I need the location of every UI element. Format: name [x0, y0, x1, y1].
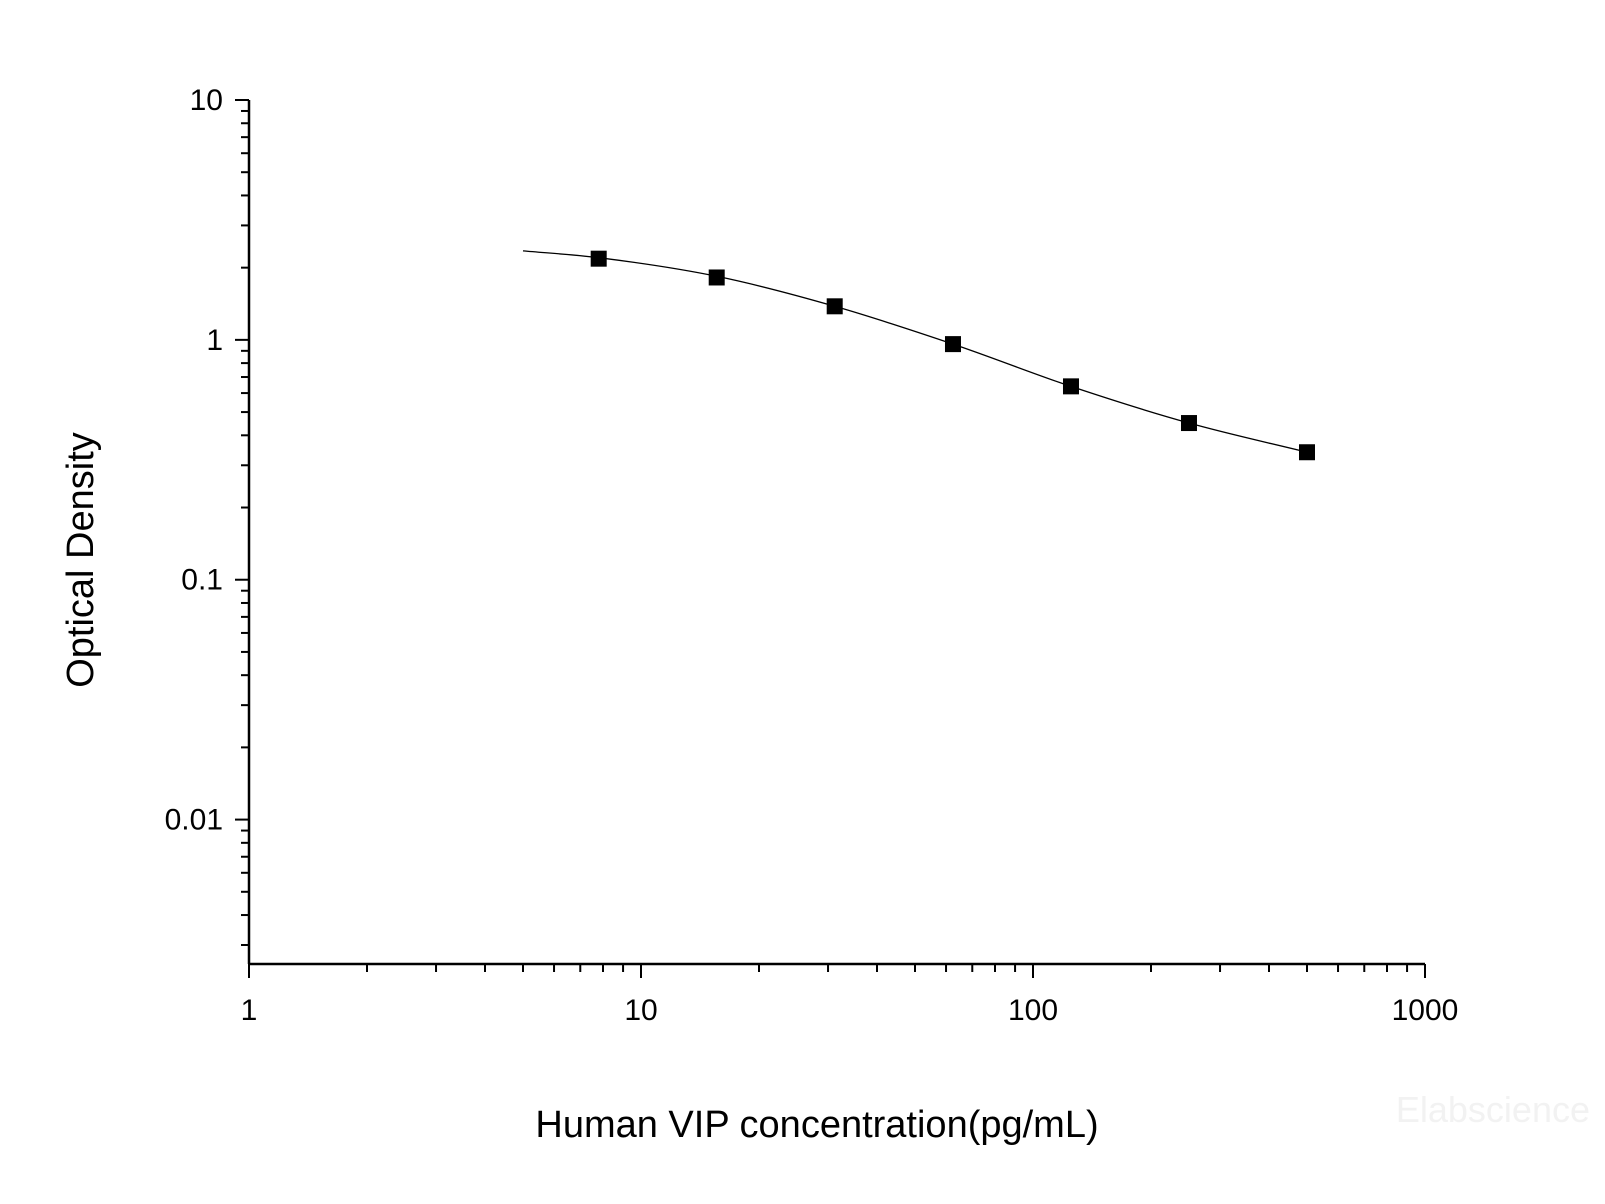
- data-point: [1180, 415, 1197, 432]
- x-tick-label: 1: [241, 994, 258, 1027]
- data-point: [826, 298, 843, 315]
- x-tick-label: 1000: [1392, 994, 1459, 1027]
- y-axis-title: Optical Density: [60, 432, 102, 688]
- x-axis-title: Human VIP concentration(pg/mL): [535, 1104, 1098, 1146]
- y-tick-label: 0.1: [181, 564, 223, 597]
- data-point: [944, 336, 961, 353]
- axes: [247, 100, 1425, 966]
- x-tick-label: 100: [1008, 994, 1058, 1027]
- ticks: [235, 99, 1426, 978]
- watermark-text: Elabscience: [1396, 1089, 1590, 1130]
- tick-labels: 1 10 100 1000 0.01 0.1 1 10: [165, 84, 1459, 1027]
- data-point: [1298, 444, 1315, 461]
- y-tick-label: 0.01: [165, 804, 223, 837]
- y-tick-label: 1: [206, 324, 223, 357]
- y-tick-label: 10: [190, 84, 223, 117]
- data-point: [590, 250, 607, 267]
- data-point: [708, 269, 725, 286]
- x-tick-label: 10: [624, 994, 657, 1027]
- data-point: [1062, 378, 1079, 395]
- data-points: [590, 250, 1315, 461]
